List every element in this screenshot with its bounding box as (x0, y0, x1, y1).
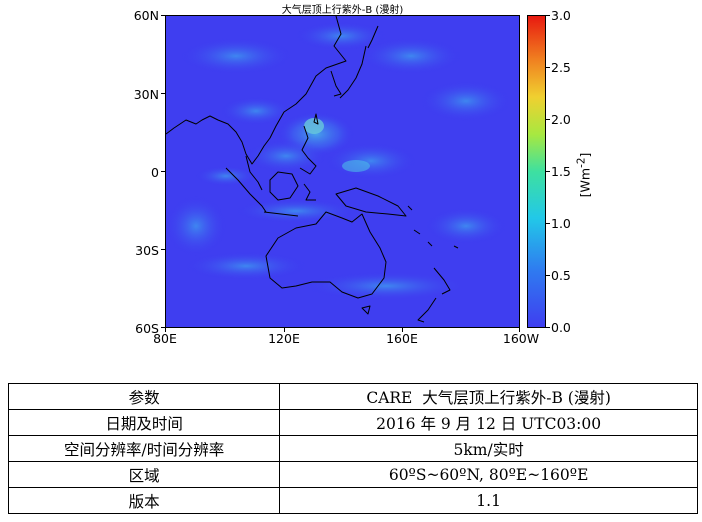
colorbar-tick (546, 171, 550, 172)
row-label: 空间分辨率/时间分辨率 (7, 435, 281, 462)
row-label: 参数 (7, 383, 281, 410)
lat-tick (161, 171, 165, 172)
coastlines (166, 16, 459, 323)
colorbar (527, 15, 546, 328)
map-image (166, 16, 519, 327)
colorbar-tick (546, 275, 550, 276)
colorbar-label: 2.5 (551, 60, 571, 75)
row-value: 1.1 (279, 487, 698, 514)
row-value: 2016 年 9 月 12 日 UTC03:00 (279, 409, 698, 436)
lat-label-60n: 60N (133, 8, 159, 23)
colorbar-tick (546, 119, 550, 120)
row-label: 日期及时间 (7, 409, 281, 436)
row-value: CARE 大气层顶上行紫外-B (漫射) (279, 383, 698, 410)
lon-label-80e: 80E (153, 331, 177, 346)
colorbar-label: 1.0 (551, 216, 571, 231)
lat-tick (161, 249, 165, 250)
row-label: 版本 (7, 487, 281, 514)
table-row: 日期及时间 2016 年 9 月 12 日 UTC03:00 (7, 409, 698, 436)
colorbar-label: 1.5 (551, 164, 571, 179)
lat-label-30n: 30N (133, 87, 159, 102)
table-row: 版本 1.1 (7, 487, 698, 514)
lat-label-0: 0 (151, 165, 159, 180)
colorbar-label: 3.0 (551, 8, 571, 23)
parameter-table: 参数 CARE 大气层顶上行紫外-B (漫射) 日期及时间 2016 年 9 月… (7, 383, 698, 514)
lon-label-120e: 120E (268, 331, 300, 346)
lat-tick (161, 327, 165, 328)
lon-label-160e: 160E (386, 331, 418, 346)
colorbar-label: 0.5 (551, 268, 571, 283)
lon-tick (402, 328, 403, 332)
lon-tick (165, 328, 166, 332)
table-row: 参数 CARE 大气层顶上行紫外-B (漫射) (7, 383, 698, 410)
colorbar-tick (546, 67, 550, 68)
lon-label-160w: 160W (502, 331, 540, 346)
row-label: 区域 (7, 461, 281, 488)
lat-tick (161, 15, 165, 16)
table-row: 区域 60ºS~60ºN, 80ºE~160ºE (7, 461, 698, 488)
table-row: 空间分辨率/时间分辨率 5km/实时 (7, 435, 698, 462)
lat-tick (161, 93, 165, 94)
colorbar-tick (546, 15, 550, 16)
row-value: 60ºS~60ºN, 80ºE~160ºE (279, 461, 698, 488)
colorbar-label: 0.0 (551, 320, 571, 335)
figure: 大气层顶上行紫外-B (漫射) (133, 5, 593, 346)
row-value: 5km/实时 (279, 435, 698, 462)
cloud-field (166, 22, 511, 300)
colorbar-label: 2.0 (551, 112, 571, 127)
colorbar-tick (546, 223, 550, 224)
lat-label-30s: 30S (135, 243, 159, 258)
lat-label-60s: 60S (135, 321, 159, 336)
lon-tick (519, 328, 520, 332)
colorbar-tick (546, 327, 550, 328)
map-title: 大气层顶上行紫外-B (漫射) (281, 5, 404, 16)
colorbar-unit: [Wm-2] (575, 152, 593, 198)
lon-tick (284, 328, 285, 332)
map-panel (165, 15, 520, 328)
